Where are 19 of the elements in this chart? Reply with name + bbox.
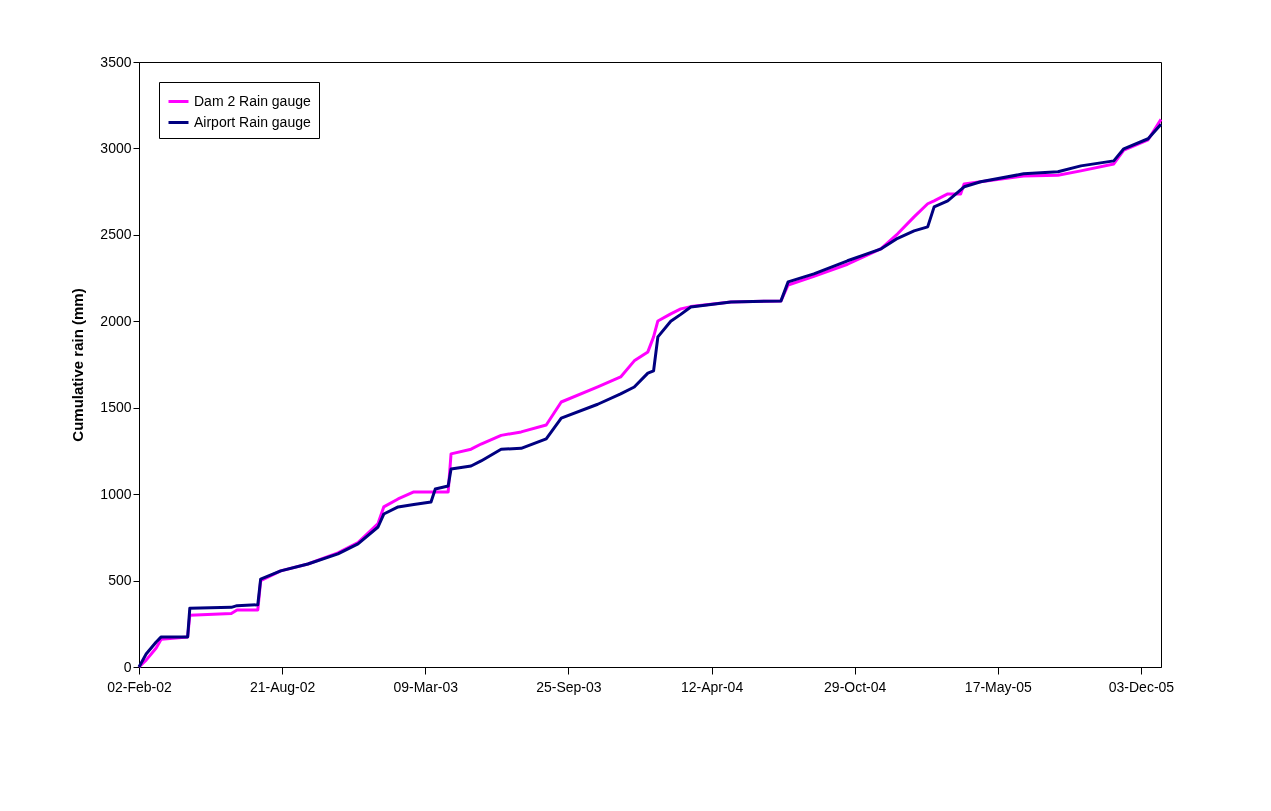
legend-label: Dam 2 Rain gauge [194,92,311,109]
x-tick-label: 09-Mar-03 [393,678,459,695]
x-tick-label: 17-May-05 [964,678,1032,695]
y-tick-label: 1000 [100,485,132,502]
x-tick-label: 25-Sep-03 [536,678,602,695]
y-tick-label: 2500 [100,226,132,243]
y-tick-label: 3500 [100,53,132,70]
y-axis-title: Cumulative rain (mm) [69,288,87,442]
x-tick-label: 29-Oct-04 [824,678,887,695]
y-tick-label: 0 [123,658,132,675]
x-tick-label: 03-Dec-05 [1108,678,1175,695]
x-tick-label: 12-Apr-04 [680,678,744,695]
legend-label: Airport Rain gauge [194,113,311,130]
y-tick-label: 3000 [100,139,132,156]
x-tick-label: 21-Aug-02 [249,678,316,695]
x-tick-label: 02-Feb-02 [107,678,173,695]
y-tick-label: 2000 [100,312,132,329]
y-tick-label: 500 [108,572,132,589]
y-tick-label: 1500 [100,399,132,416]
